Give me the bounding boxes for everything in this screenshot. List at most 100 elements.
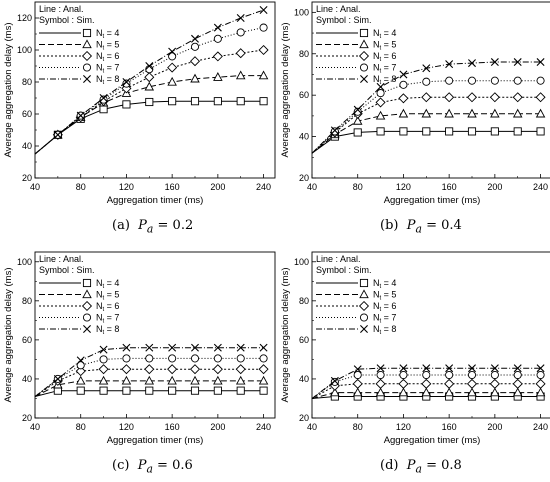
y-tick-label: 20 xyxy=(299,173,309,183)
data-point xyxy=(168,47,177,56)
legend-sub: t xyxy=(380,57,382,63)
legend-label: Nt = 6 xyxy=(373,51,396,63)
data-point xyxy=(259,354,268,363)
x-tick-label: 160 xyxy=(442,182,457,192)
data-point xyxy=(145,354,154,363)
legend-marker xyxy=(358,300,370,312)
x-tick-label: 80 xyxy=(76,422,86,432)
chart-a: 40 80 120 160 200 24020406080100120Aggregatio… xyxy=(3,1,276,206)
data-point xyxy=(190,375,200,385)
legend-var: N xyxy=(96,40,103,50)
legend-marker xyxy=(82,39,92,49)
x-tick-label: 200 xyxy=(210,422,225,432)
data-point xyxy=(468,364,476,373)
data-point xyxy=(236,354,245,363)
series-line xyxy=(311,96,541,154)
data-point xyxy=(375,97,386,108)
data-point xyxy=(421,92,432,103)
data-point xyxy=(190,386,200,395)
legend-label: Nt = 6 xyxy=(96,51,119,63)
legend-marker xyxy=(359,39,369,49)
legend-label: Nt = 6 xyxy=(96,301,119,313)
legend-marker xyxy=(359,63,369,72)
data-point xyxy=(399,370,408,380)
data-point xyxy=(99,95,108,104)
data-point xyxy=(144,81,155,91)
series-x xyxy=(311,364,545,399)
data-point xyxy=(168,97,177,106)
data-point xyxy=(168,354,177,363)
legend-label: Nt = 7 xyxy=(96,313,119,325)
data-point xyxy=(490,58,499,67)
legend-sub: t xyxy=(103,80,105,86)
data-point xyxy=(76,386,85,395)
plot-frame xyxy=(311,251,550,419)
caption-a: (a) Pa = 0.2 xyxy=(112,218,193,236)
data-point xyxy=(445,127,454,136)
x-tick-label: 200 xyxy=(487,422,502,432)
legend-var: N xyxy=(96,324,103,334)
data-point xyxy=(512,378,523,389)
caption-sub: a xyxy=(146,462,153,476)
x-tick-label: 80 xyxy=(353,182,363,192)
legend-sub: t xyxy=(103,34,105,40)
legend-var: N xyxy=(373,51,380,61)
caption-label: (b) xyxy=(380,218,399,233)
data-point xyxy=(513,76,522,85)
legend-value: = 7 xyxy=(104,63,119,73)
caption-label: (c) xyxy=(112,458,130,473)
data-point xyxy=(536,58,545,67)
data-point xyxy=(145,62,154,70)
series-circle xyxy=(311,370,545,399)
legend-marker xyxy=(82,63,92,72)
data-point xyxy=(213,375,223,385)
legend-var: N xyxy=(373,40,380,50)
caption-var: P xyxy=(406,218,416,233)
legend-title: Line : Anal. xyxy=(39,4,84,14)
data-point xyxy=(259,23,268,32)
data-point xyxy=(98,364,109,375)
data-point xyxy=(466,92,478,103)
legend-sub: t xyxy=(103,46,105,52)
x-tick-label: 240 xyxy=(533,182,548,192)
legend-label: Nt = 7 xyxy=(373,313,396,325)
data-point xyxy=(235,70,246,80)
legend-marker xyxy=(83,325,91,333)
y-tick-label: 40 xyxy=(299,132,309,142)
legend-label: Nt = 4 xyxy=(96,278,119,290)
legend-label: Nt = 8 xyxy=(373,324,396,336)
legend-var: N xyxy=(96,290,103,300)
data-point xyxy=(375,378,386,389)
caption-value: = 0.8 xyxy=(421,458,462,473)
data-point xyxy=(536,76,545,85)
series-triangle xyxy=(311,387,546,399)
data-point xyxy=(213,343,222,352)
data-point xyxy=(422,64,431,73)
legend-value: = 8 xyxy=(381,324,396,334)
data-point xyxy=(213,386,222,395)
y-tick-label: 20 xyxy=(22,413,32,423)
data-point xyxy=(236,97,245,106)
legend-sub: t xyxy=(103,284,105,290)
data-point xyxy=(330,387,340,397)
legend-title: Symbol : Sim. xyxy=(39,265,95,275)
legend-marker xyxy=(360,325,368,333)
data-point xyxy=(99,355,108,364)
caption-c: (c) Pa = 0.6 xyxy=(112,458,193,476)
legend-value: = 5 xyxy=(381,40,396,50)
y-tick-label: 100 xyxy=(17,257,32,267)
data-point xyxy=(421,108,432,118)
data-point xyxy=(444,387,454,397)
data-point xyxy=(212,51,223,62)
x-tick-label: 120 xyxy=(396,182,411,192)
legend-value: = 4 xyxy=(104,278,119,288)
caption-sub: a xyxy=(415,222,422,236)
data-point xyxy=(445,364,454,373)
data-point xyxy=(535,378,546,389)
data-point xyxy=(490,108,500,118)
series-x xyxy=(34,343,268,397)
legend-label: Nt = 4 xyxy=(373,278,396,290)
y-axis-label: Average aggregation delay (ms) xyxy=(280,267,291,402)
legend-marker xyxy=(81,300,93,312)
